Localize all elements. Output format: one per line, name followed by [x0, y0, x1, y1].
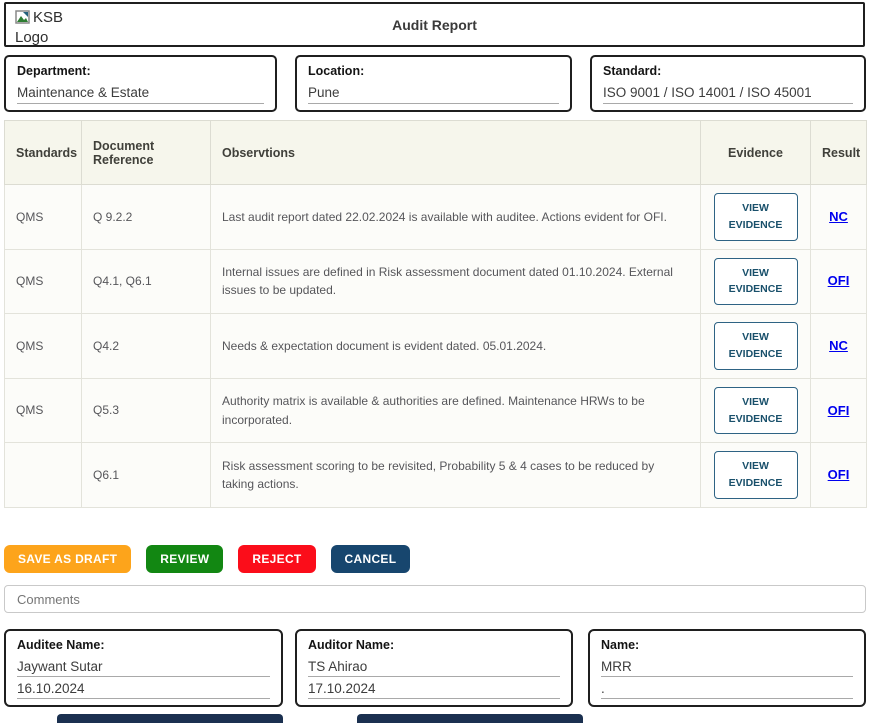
auditor-name-field: Auditor Name: TS Ahirao 17.10.2024: [295, 629, 573, 707]
table-row: QMS Q 9.2.2 Last audit report dated 22.0…: [4, 184, 867, 250]
observation-cell: Last audit report dated 22.02.2024 is av…: [210, 184, 701, 250]
evidence-cell: VIEW EVIDENCE: [700, 184, 811, 250]
result-link[interactable]: OFI: [827, 467, 850, 483]
auditee-date-input[interactable]: 16.10.2024: [17, 677, 270, 699]
standard-input[interactable]: ISO 9001 / ISO 14001 / ISO 45001: [603, 85, 853, 104]
evidence-cell: VIEW EVIDENCE: [700, 313, 811, 379]
view-evidence-button[interactable]: VIEW EVIDENCE: [713, 257, 798, 306]
evidence-cell: VIEW EVIDENCE: [700, 442, 811, 508]
cutoff-bottom-bar: [57, 714, 283, 723]
auditee-name-field: Auditee Name: Jaywant Sutar 16.10.2024: [4, 629, 283, 707]
evidence-column-header: Evidence: [700, 120, 811, 185]
page-title: Audit Report: [392, 16, 477, 33]
standard-cell: [4, 442, 82, 508]
name-date-input[interactable]: .: [601, 677, 853, 699]
name-label: Name:: [601, 638, 640, 652]
result-link[interactable]: OFI: [827, 273, 850, 289]
view-evidence-button[interactable]: VIEW EVIDENCE: [713, 451, 798, 499]
auditor-name-label: Auditor Name:: [308, 638, 395, 652]
audit-findings-table: Standards Document Reference Observtions…: [4, 120, 867, 508]
table-row: QMS Q4.1, Q6.1 Internal issues are defin…: [4, 248, 867, 315]
standard-cell: QMS: [4, 377, 82, 444]
location-label: Location:: [308, 64, 365, 78]
result-cell: NC: [810, 184, 867, 250]
name-field: Name: MRR .: [588, 629, 866, 707]
report-header: Audit Report KSB Logo: [4, 2, 865, 47]
result-column-header: Result: [810, 120, 867, 185]
standards-column-header: Standards: [4, 120, 82, 185]
auditee-name-label: Auditee Name:: [17, 638, 105, 652]
save-as-draft-button[interactable]: SAVE AS DRAFT: [4, 545, 132, 573]
table-header-row: Standards Document Reference Observtions…: [4, 120, 867, 185]
department-label: Department:: [17, 64, 91, 78]
auditee-name-input[interactable]: Jaywant Sutar: [17, 655, 270, 677]
doc-ref-cell: Q6.1: [81, 442, 211, 508]
location-input[interactable]: Pune: [308, 85, 559, 104]
department-input[interactable]: Maintenance & Estate: [17, 85, 264, 104]
location-field: Location: Pune: [295, 55, 572, 112]
standard-cell: QMS: [4, 313, 82, 379]
reject-button[interactable]: REJECT: [238, 545, 316, 573]
table-row: Q6.1 Risk assessment scoring to be revis…: [4, 442, 867, 508]
evidence-cell: VIEW EVIDENCE: [700, 248, 811, 315]
review-button[interactable]: REVIEW: [146, 545, 224, 573]
evidence-cell: VIEW EVIDENCE: [700, 377, 811, 444]
result-link[interactable]: NC: [829, 208, 848, 224]
cutoff-bottom-bar: [357, 714, 583, 723]
observation-cell: Internal issues are defined in Risk asse…: [210, 248, 701, 315]
logo-alt-text: KSB Logo: [15, 9, 64, 46]
doc-reference-column-header: Document Reference: [81, 120, 211, 185]
table-row: QMS Q5.3 Authority matrix is available &…: [4, 377, 867, 444]
standard-cell: QMS: [4, 248, 82, 315]
view-evidence-button[interactable]: VIEW EVIDENCE: [713, 386, 798, 435]
result-cell: OFI: [810, 248, 867, 315]
auditor-name-input[interactable]: TS Ahirao: [308, 655, 560, 677]
result-cell: NC: [810, 313, 867, 379]
department-field: Department: Maintenance & Estate: [4, 55, 277, 112]
result-link[interactable]: OFI: [827, 402, 850, 418]
table-row: QMS Q4.2 Needs & expectation document is…: [4, 313, 867, 379]
ksb-logo-broken-image: KSB Logo: [15, 8, 73, 46]
result-link[interactable]: NC: [829, 337, 848, 353]
observation-cell: Needs & expectation document is evident …: [210, 313, 701, 379]
doc-ref-cell: Q4.1, Q6.1: [81, 248, 211, 315]
observation-cell: Risk assessment scoring to be revisited,…: [210, 442, 701, 508]
observation-cell: Authority matrix is available & authorit…: [210, 377, 701, 444]
result-cell: OFI: [810, 377, 867, 444]
doc-ref-cell: Q4.2: [81, 313, 211, 379]
doc-ref-cell: Q 9.2.2: [81, 184, 211, 250]
doc-ref-cell: Q5.3: [81, 377, 211, 444]
result-cell: OFI: [810, 442, 867, 508]
comments-input[interactable]: [4, 585, 866, 613]
standard-label: Standard:: [603, 64, 662, 78]
view-evidence-button[interactable]: VIEW EVIDENCE: [713, 193, 798, 241]
standard-cell: QMS: [4, 184, 82, 250]
standard-field: Standard: ISO 9001 / ISO 14001 / ISO 450…: [590, 55, 866, 112]
view-evidence-button[interactable]: VIEW EVIDENCE: [713, 322, 798, 370]
name-input[interactable]: MRR: [601, 655, 853, 677]
observations-column-header: Observtions: [210, 120, 701, 185]
action-buttons-bar: SAVE AS DRAFT REVIEW REJECT CANCEL: [4, 545, 411, 573]
broken-image-icon: [15, 10, 30, 24]
auditor-date-input[interactable]: 17.10.2024: [308, 677, 560, 699]
cancel-button[interactable]: CANCEL: [330, 545, 411, 573]
